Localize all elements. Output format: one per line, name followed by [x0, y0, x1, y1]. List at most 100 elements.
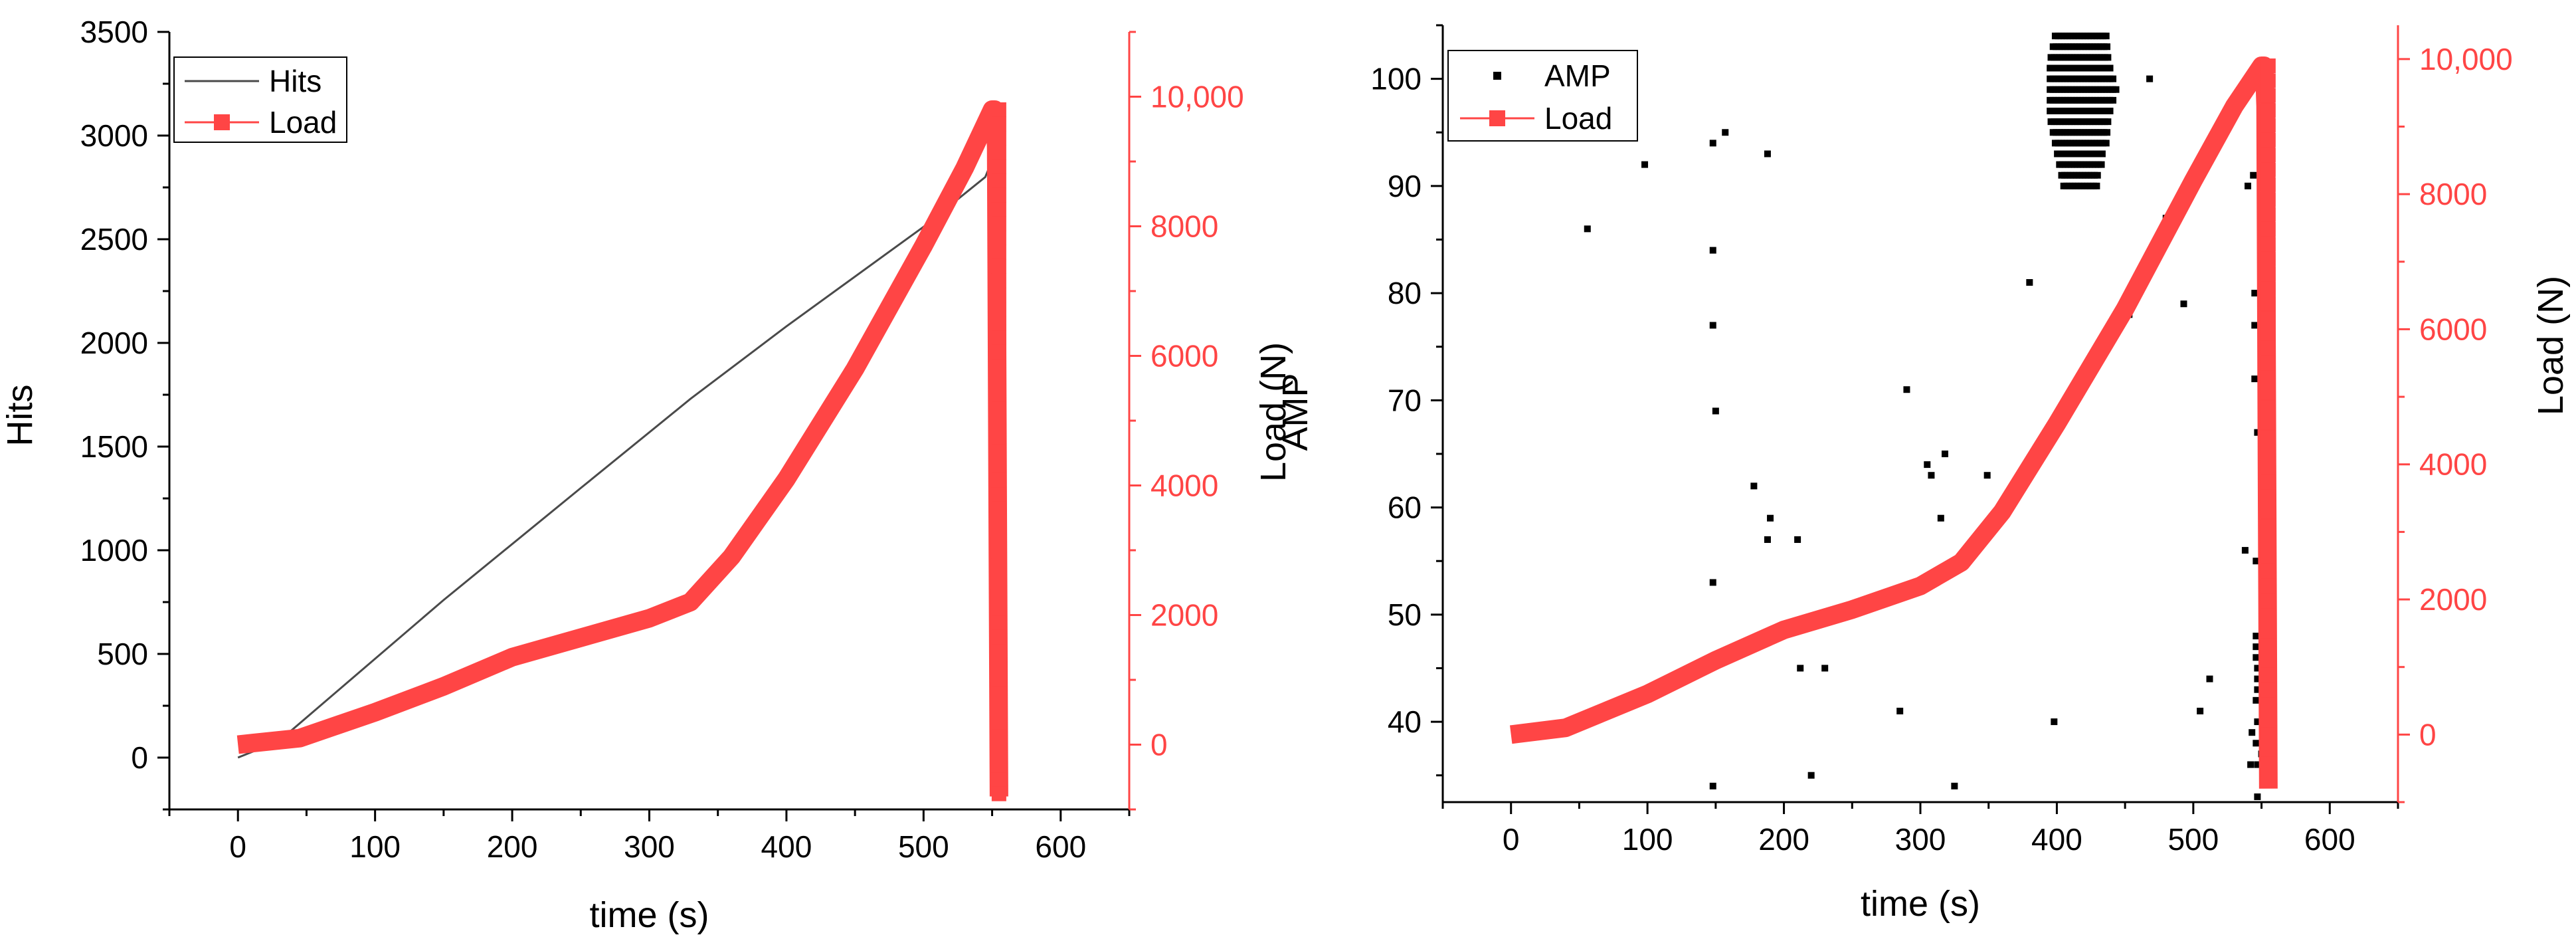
- load-point: [991, 187, 1006, 203]
- load-point: [991, 658, 1006, 673]
- x-tick-label: 100: [1622, 822, 1673, 857]
- y-tick-label: 50: [1388, 597, 1422, 632]
- y-tick-label: 40: [1388, 704, 1422, 739]
- load-point: [991, 159, 1006, 174]
- load-point: [991, 231, 1006, 246]
- y2-tick-label: 2000: [2419, 582, 2487, 617]
- amp-point: [1928, 472, 1935, 479]
- load-point: [2260, 638, 2276, 653]
- load-point: [2260, 682, 2276, 698]
- y-tick-label: 100: [1370, 62, 1422, 96]
- y-tick-label: 500: [97, 637, 148, 671]
- y2-tick-label: 0: [2419, 717, 2437, 752]
- load-point: [991, 415, 1006, 431]
- amp-point: [2251, 322, 2258, 329]
- amp-point: [2253, 633, 2260, 640]
- amp-point: [1709, 247, 1716, 254]
- legend-label: Hits: [269, 64, 322, 98]
- amp-point: [2254, 665, 2261, 672]
- load-point: [991, 216, 1006, 231]
- load-point: [2260, 177, 2276, 192]
- amp-point: [2249, 729, 2256, 736]
- amp-point: [1941, 450, 1948, 457]
- y-tick-label: 90: [1388, 169, 1422, 203]
- load-point: [2260, 593, 2276, 609]
- load-point: [2260, 548, 2276, 564]
- x-tick-label: 500: [2167, 822, 2219, 857]
- amp-point: [1709, 782, 1716, 789]
- amp-point: [1807, 772, 1815, 779]
- y2-tick-label: 6000: [1150, 339, 1218, 373]
- amp-point: [2051, 718, 2058, 726]
- load-point: [2260, 504, 2276, 519]
- amp-point: [1709, 140, 1716, 147]
- load-point: [991, 558, 1006, 574]
- load-point: [991, 758, 1006, 773]
- x-tick-label: 0: [1503, 822, 1520, 857]
- load-point: [991, 487, 1006, 502]
- load-point: [991, 273, 1006, 288]
- load-point: [2260, 162, 2276, 177]
- load-point: [991, 501, 1006, 516]
- load-point: [991, 130, 1006, 146]
- amp-point: [2106, 64, 2114, 72]
- amp-point: [2102, 140, 2110, 147]
- load-point: [991, 302, 1006, 317]
- load-series-line: [1509, 56, 2278, 789]
- y-tick-label: 3000: [80, 118, 148, 153]
- amp-point: [2253, 643, 2260, 651]
- legend-load-marker: [214, 114, 230, 130]
- load-point: [991, 673, 1006, 687]
- load-point: [991, 387, 1006, 402]
- amp-point: [1584, 225, 1591, 233]
- amp-point: [2026, 278, 2033, 286]
- load-point: [2260, 311, 2276, 326]
- amp-point: [2098, 150, 2106, 158]
- load-point: [991, 715, 1006, 730]
- x-tick-label: 600: [1035, 829, 1086, 864]
- amp-point: [1937, 514, 1944, 522]
- y-tick-label: 3500: [80, 15, 148, 49]
- load-point: [2260, 385, 2276, 400]
- y-tick-label: 60: [1388, 490, 1422, 525]
- load-point: [2260, 757, 2276, 772]
- amp-point: [1709, 322, 1716, 329]
- load-point: [991, 202, 1006, 217]
- y-tick-label: 70: [1388, 383, 1422, 417]
- load-point: [2260, 88, 2276, 103]
- load-point: [991, 516, 1006, 531]
- amp-point: [1709, 579, 1716, 586]
- amp-point: [1794, 536, 1801, 543]
- load-point: [2260, 667, 2276, 682]
- load-point: [2260, 445, 2276, 460]
- y2-tick-label: 10,000: [2419, 42, 2513, 76]
- load-point: [991, 430, 1006, 445]
- load-point: [2260, 430, 2276, 445]
- y-tick-label: 80: [1388, 276, 1422, 310]
- amp-load-chart: 0 100 200 300 400 500 600 40 50 60 70 80 90 100 0 2000 4…: [1275, 24, 2571, 924]
- load-point: [2260, 697, 2276, 712]
- x-tick-label: 300: [1895, 822, 1946, 857]
- y2-axis-label: Load (N): [1253, 342, 1293, 482]
- amp-point: [2251, 290, 2258, 297]
- load-point: [2260, 534, 2276, 549]
- amp-point: [2094, 171, 2101, 179]
- hits-series-line: [237, 125, 995, 759]
- x-tick-label: 0: [229, 829, 246, 864]
- amp-point: [2254, 429, 2261, 436]
- y2-tick-label: 2000: [1150, 598, 1218, 633]
- amp-point: [2247, 761, 2254, 768]
- load-point: [2260, 712, 2276, 727]
- y2-tick-label: 8000: [1150, 209, 1218, 244]
- y-tick-label: 0: [131, 740, 148, 775]
- load-point: [991, 629, 1006, 645]
- load-point: [2260, 118, 2276, 133]
- load-point: [2260, 519, 2276, 534]
- amp-point: [1764, 536, 1771, 543]
- amp-point: [2253, 654, 2260, 661]
- amp-point: [2254, 761, 2261, 768]
- load-point: [991, 245, 1006, 260]
- load-point: [2260, 73, 2276, 88]
- amp-point: [1722, 129, 1729, 136]
- load-point: [2260, 266, 2276, 282]
